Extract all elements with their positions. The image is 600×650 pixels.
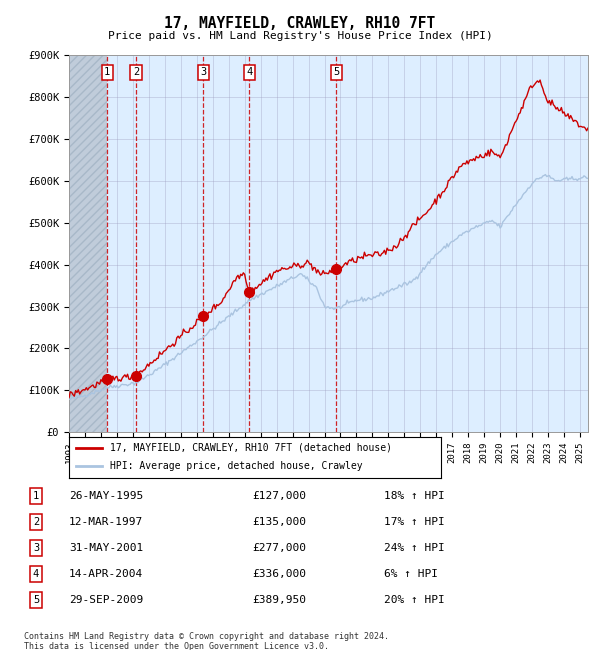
Text: 6% ↑ HPI: 6% ↑ HPI [384, 569, 438, 579]
Bar [69, 55, 107, 432]
Text: Contains HM Land Registry data © Crown copyright and database right 2024.
This d: Contains HM Land Registry data © Crown c… [24, 632, 389, 650]
Text: 1: 1 [33, 491, 39, 501]
Text: 12-MAR-1997: 12-MAR-1997 [69, 517, 143, 527]
Text: 3: 3 [33, 543, 39, 553]
Text: 17, MAYFIELD, CRAWLEY, RH10 7FT (detached house): 17, MAYFIELD, CRAWLEY, RH10 7FT (detache… [110, 443, 392, 452]
Text: 20% ↑ HPI: 20% ↑ HPI [384, 595, 445, 605]
Text: £127,000: £127,000 [252, 491, 306, 501]
Text: 17, MAYFIELD, CRAWLEY, RH10 7FT: 17, MAYFIELD, CRAWLEY, RH10 7FT [164, 16, 436, 31]
Text: 5: 5 [33, 595, 39, 605]
Text: £336,000: £336,000 [252, 569, 306, 579]
Text: £277,000: £277,000 [252, 543, 306, 553]
Text: 17% ↑ HPI: 17% ↑ HPI [384, 517, 445, 527]
Text: 2: 2 [33, 517, 39, 527]
Text: 5: 5 [334, 67, 340, 77]
Text: 2: 2 [133, 67, 139, 77]
Text: 26-MAY-1995: 26-MAY-1995 [69, 491, 143, 501]
Text: £389,950: £389,950 [252, 595, 306, 605]
Text: 14-APR-2004: 14-APR-2004 [69, 569, 143, 579]
Text: 29-SEP-2009: 29-SEP-2009 [69, 595, 143, 605]
Text: 4: 4 [246, 67, 253, 77]
Text: HPI: Average price, detached house, Crawley: HPI: Average price, detached house, Craw… [110, 462, 362, 471]
Text: 31-MAY-2001: 31-MAY-2001 [69, 543, 143, 553]
Text: 3: 3 [200, 67, 206, 77]
Text: 4: 4 [33, 569, 39, 579]
Text: 18% ↑ HPI: 18% ↑ HPI [384, 491, 445, 501]
Text: 1: 1 [104, 67, 110, 77]
Text: 24% ↑ HPI: 24% ↑ HPI [384, 543, 445, 553]
Text: Price paid vs. HM Land Registry's House Price Index (HPI): Price paid vs. HM Land Registry's House … [107, 31, 493, 41]
Text: £135,000: £135,000 [252, 517, 306, 527]
